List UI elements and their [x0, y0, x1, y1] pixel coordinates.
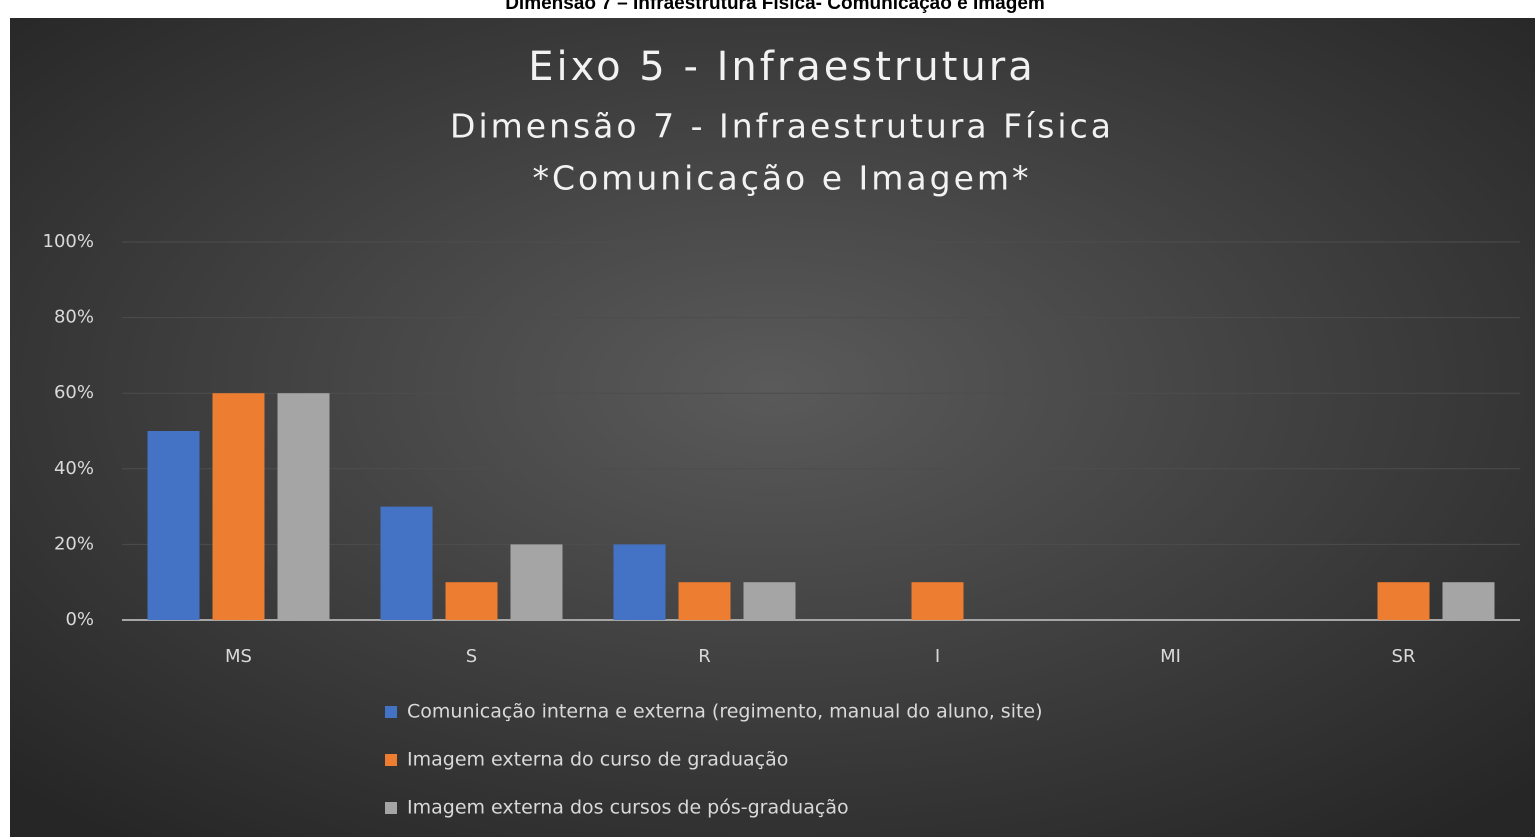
bar [277, 393, 330, 620]
x-tick-label: SR [1392, 646, 1416, 667]
y-tick-label: 60% [54, 382, 94, 403]
chart-subtitle: *Comunicação e Imagem* [532, 159, 1031, 198]
bar [510, 544, 563, 620]
caption: Dimensão 7 – Infraestrutura Física- Comu… [505, 0, 1045, 14]
bar [147, 431, 200, 620]
chart-title: Eixo 5 - Infraestrutura [528, 44, 1035, 90]
bar [1377, 582, 1430, 620]
bar [380, 506, 433, 620]
legend-swatch [385, 802, 397, 814]
bar [911, 582, 964, 620]
y-tick-label: 80% [54, 307, 94, 328]
bar [212, 393, 265, 620]
legend-label: Comunicação interna e externa (regimento… [407, 701, 1043, 723]
legend-label: Imagem externa dos cursos de pós-graduaç… [407, 797, 849, 819]
x-tick-label: MI [1160, 646, 1181, 667]
x-tick-label: R [698, 646, 711, 667]
legend-swatch [385, 706, 397, 718]
x-tick-label: S [466, 646, 477, 667]
bar [1442, 582, 1495, 620]
legend-swatch [385, 754, 397, 766]
bar [445, 582, 498, 620]
bar [678, 582, 731, 620]
x-tick-label: MS [225, 646, 252, 667]
y-tick-label: 0% [65, 609, 94, 630]
bar [613, 544, 666, 620]
legend-label: Imagem externa do curso de graduação [407, 749, 788, 771]
y-tick-label: 100% [43, 231, 94, 252]
x-tick-label: I [935, 646, 940, 667]
y-tick-label: 20% [54, 533, 94, 554]
y-tick-label: 40% [54, 458, 94, 479]
chart-subtitle: Dimensão 7 - Infraestrutura Física [450, 107, 1114, 146]
bar [743, 582, 796, 620]
